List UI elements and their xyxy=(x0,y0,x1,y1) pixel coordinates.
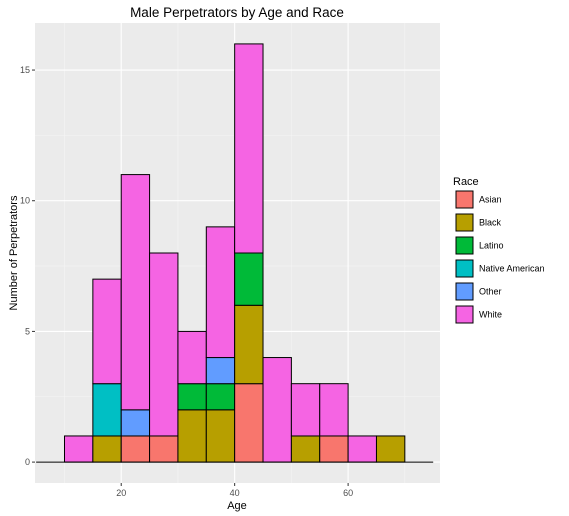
bar-segment-latino xyxy=(234,252,264,306)
bar-segment-native-american xyxy=(92,383,122,437)
legend-label: Latino xyxy=(479,241,504,251)
bar-segment-white xyxy=(120,174,151,411)
legend-items: Asian Black Latino Native American Other Whit… xyxy=(455,190,545,324)
bar-segment-white xyxy=(205,226,236,359)
bar-segment-white xyxy=(177,330,207,385)
legend-key-black xyxy=(455,213,474,232)
bar-segment-white xyxy=(319,383,349,437)
y-tick-label: 0 xyxy=(25,457,30,467)
axis-layer: 20 40 60 0 5 10 15 xyxy=(20,65,353,498)
bar-segment-asian xyxy=(149,435,179,463)
bar-segment-asian xyxy=(234,383,264,463)
legend-label: Black xyxy=(479,218,502,228)
bars-layer xyxy=(63,43,406,463)
bar-segment-white xyxy=(63,435,94,463)
y-tick-label: 10 xyxy=(20,196,30,206)
x-tick-label: 20 xyxy=(116,488,126,498)
bar-segment-other xyxy=(120,409,151,437)
x-tick-label: 40 xyxy=(230,488,240,498)
legend-key-white xyxy=(455,305,474,324)
legend-label: White xyxy=(479,310,502,320)
bar-segment-black xyxy=(290,435,321,463)
bar-segment-white xyxy=(92,278,122,385)
bar-segment-white xyxy=(262,357,292,463)
bar-segment-black xyxy=(205,409,236,463)
legend-title: Race xyxy=(453,176,479,188)
bar-segment-black xyxy=(375,435,406,463)
bar-segment-white xyxy=(234,43,264,254)
chart-title: Male Perpetrators by Age and Race xyxy=(130,5,344,20)
bar-segment-black xyxy=(234,304,264,385)
bar-segment-black xyxy=(177,409,207,463)
bar-segment-white xyxy=(347,435,377,463)
legend-key-asian xyxy=(455,190,474,209)
bar-segment-white xyxy=(290,383,321,437)
bar-segment-latino xyxy=(177,383,207,411)
legend-key-native-american xyxy=(455,259,474,278)
bar-segment-black xyxy=(92,435,122,463)
y-axis-title: Number of Perpetrators xyxy=(8,195,20,310)
bar-segment-asian xyxy=(319,435,349,463)
bar-segment-latino xyxy=(205,383,236,411)
y-tick-label: 15 xyxy=(20,65,30,75)
y-tick-label: 5 xyxy=(25,326,30,336)
legend-label: Native American xyxy=(479,264,545,274)
legend-key-latino xyxy=(455,236,474,255)
bar-segment-other xyxy=(205,357,236,385)
bar-segment-asian xyxy=(120,435,151,463)
legend-key-other xyxy=(455,282,474,301)
legend-label: Asian xyxy=(479,195,502,205)
bar-segment-white xyxy=(149,252,179,437)
x-tick-label: 60 xyxy=(343,488,353,498)
legend: Race Asian Black Latino Native American Othe… xyxy=(453,176,545,324)
x-axis-title: Age xyxy=(227,500,247,512)
legend-label: Other xyxy=(479,287,502,297)
